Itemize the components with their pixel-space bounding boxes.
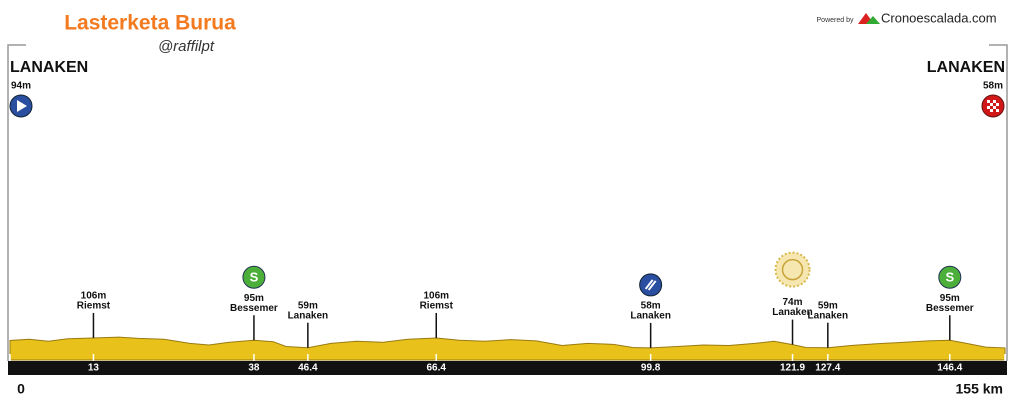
waypoint-name: Bessemer [926, 303, 974, 314]
x-tick-label: 66.4 [427, 363, 447, 374]
sprint-icon [242, 265, 266, 289]
x-tick-label: 146.4 [937, 363, 962, 374]
feed-icon-stroke [647, 280, 657, 291]
x-tick-label: 46.4 [298, 363, 318, 374]
sprint-icon [938, 265, 962, 289]
subtitle: @raffilpt [158, 38, 215, 55]
waypoint-elevation: 58m [641, 301, 661, 312]
x-tick-label: 13 [88, 363, 100, 374]
brand: Cronoescalada.com [881, 10, 997, 25]
waypoint-elevation: 95m [244, 293, 264, 304]
powered-by: Powered by [817, 17, 854, 24]
waypoint-name: Riemst [420, 301, 454, 312]
frame [7, 44, 1008, 361]
waypoint-elevation: 95m [940, 293, 960, 304]
frame-right [989, 44, 1008, 361]
waypoint-name: Bessemer [230, 303, 278, 314]
x-tick-label: 38 [248, 363, 260, 374]
waypoint-elevation: 106m [423, 291, 449, 302]
sprint-icon-letter: S [250, 270, 259, 285]
waypoint-name: Riemst [77, 301, 111, 312]
finish-icon-checks [987, 100, 999, 112]
finish-elevation: 58m [983, 81, 1003, 92]
waypoint-name: Lanaken [630, 311, 671, 322]
feed-icon-stroke [644, 279, 654, 290]
feed-icon [639, 273, 663, 297]
waypoint-name: Lanaken [288, 310, 329, 321]
start-icon-arrow [17, 100, 27, 112]
chart-title: Lasterketa Burua [64, 12, 236, 35]
x-tick-label: 127.4 [815, 363, 840, 374]
brand-logo [858, 13, 880, 24]
x-tick-label: 99.8 [641, 363, 661, 374]
finish-name: LANAKEN [927, 59, 1005, 76]
waypoint-elevation: 59m [298, 300, 318, 311]
logo-mountain [866, 16, 880, 24]
elevation-area [9, 336, 1006, 361]
kom-icon-inner [781, 258, 804, 281]
start-icon [9, 94, 33, 118]
frame-left [7, 44, 26, 361]
waypoint-elevation: 74m [783, 297, 803, 308]
x-tick-label: 0 [17, 381, 25, 397]
waypoint-elevation: 59m [818, 300, 838, 311]
waypoint-name: Lanaken [808, 310, 849, 321]
finish-icon [981, 94, 1005, 118]
x-tick-label: 121.9 [780, 363, 805, 374]
start-name: LANAKEN [10, 59, 88, 76]
x-tick-label: 155 km [956, 381, 1003, 397]
sprint-icon-letter: S [945, 270, 954, 285]
waypoint-elevation: 106m [81, 291, 107, 302]
kom-icon [774, 251, 811, 288]
distance-bar [8, 361, 1007, 375]
start-elevation: 94m [11, 81, 31, 92]
waypoint-name: Lanaken [772, 307, 813, 318]
